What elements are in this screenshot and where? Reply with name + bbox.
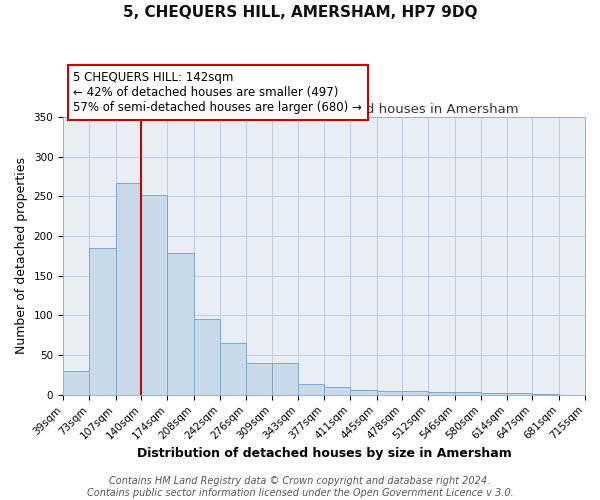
Bar xyxy=(298,384,324,395)
Title: Size of property relative to detached houses in Amersham: Size of property relative to detached ho… xyxy=(129,102,519,116)
Bar xyxy=(246,363,272,395)
Text: 5, CHEQUERS HILL, AMERSHAM, HP7 9DQ: 5, CHEQUERS HILL, AMERSHAM, HP7 9DQ xyxy=(123,5,477,20)
Y-axis label: Number of detached properties: Number of detached properties xyxy=(15,158,28,354)
Bar xyxy=(272,363,298,395)
Bar xyxy=(116,183,141,395)
Bar xyxy=(377,391,402,395)
Bar xyxy=(89,248,116,395)
Bar xyxy=(532,394,559,395)
Bar xyxy=(507,394,532,395)
X-axis label: Distribution of detached houses by size in Amersham: Distribution of detached houses by size … xyxy=(137,447,511,460)
Text: Contains HM Land Registry data © Crown copyright and database right 2024.
Contai: Contains HM Land Registry data © Crown c… xyxy=(86,476,514,498)
Bar xyxy=(402,391,428,395)
Bar xyxy=(455,392,481,395)
Bar xyxy=(350,390,377,395)
Bar xyxy=(194,318,220,395)
Bar xyxy=(585,394,600,395)
Bar xyxy=(167,254,194,395)
Bar xyxy=(63,371,89,395)
Bar xyxy=(481,394,507,395)
Bar xyxy=(141,194,167,395)
Bar xyxy=(428,392,455,395)
Bar xyxy=(324,387,350,395)
Bar xyxy=(220,343,246,395)
Text: 5 CHEQUERS HILL: 142sqm
← 42% of detached houses are smaller (497)
57% of semi-d: 5 CHEQUERS HILL: 142sqm ← 42% of detache… xyxy=(73,71,362,114)
